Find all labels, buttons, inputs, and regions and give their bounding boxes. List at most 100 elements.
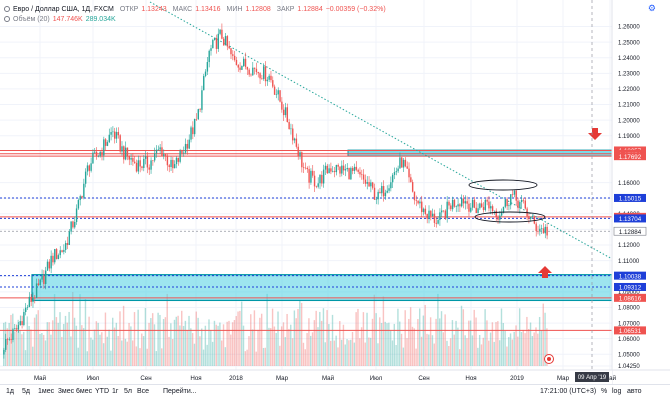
candle-body: [293, 138, 296, 141]
volume-bar: [95, 321, 98, 366]
candle-body: [157, 149, 160, 151]
pattern-ellipse-bottom: [474, 211, 546, 223]
time-tick-label: Июл: [87, 375, 100, 382]
volume-bar: [226, 321, 228, 366]
volume-bar: [52, 320, 54, 366]
volume-bar: [50, 334, 52, 366]
candle-body: [10, 339, 12, 341]
volume-bar: [41, 333, 43, 366]
candle-body: [319, 174, 321, 184]
price-tick-label: 1.16000: [618, 181, 640, 187]
event-flag-dot: [547, 357, 551, 361]
time-tick-label: Май: [604, 375, 617, 382]
volume-bar: [19, 330, 21, 366]
candle-body: [282, 109, 285, 116]
range-all-button[interactable]: Все: [137, 388, 150, 395]
range-1m-button[interactable]: 1мес: [38, 388, 55, 395]
candle-body: [143, 158, 145, 168]
volume-bar: [193, 343, 196, 366]
candle-body: [373, 187, 376, 200]
volume-bar: [230, 334, 232, 366]
volume-bar: [42, 334, 45, 366]
candle-body: [150, 160, 152, 170]
range-1d-button[interactable]: 1д: [6, 388, 14, 395]
volume-bar: [440, 311, 443, 366]
price-label-text: 1.17692: [619, 154, 642, 161]
price-chart[interactable]: 1.26000 1.25000 1.24000 1.23000 1.22000 1.210…: [0, 0, 670, 384]
volume-bar: [508, 337, 510, 366]
range-5y-button[interactable]: 5л: [124, 388, 132, 395]
volume-bar: [81, 325, 83, 366]
candle-body: [61, 250, 63, 252]
volume-bar: [37, 310, 39, 366]
volume-bar: [99, 334, 101, 366]
volume-bar: [208, 319, 210, 366]
candle-body: [197, 109, 199, 120]
candle-body: [70, 221, 72, 232]
candle-body: [344, 169, 347, 171]
range-ytd-button[interactable]: YTD: [95, 388, 109, 395]
volume-bar: [366, 312, 368, 366]
candle-body: [491, 206, 494, 212]
candle-body: [130, 157, 132, 160]
volume-bar: [72, 292, 74, 366]
legend-eye-icon[interactable]: [4, 6, 10, 12]
candle-body: [442, 210, 445, 212]
volume-bar: [284, 337, 286, 366]
volume-bar: [26, 316, 29, 366]
candle-body: [279, 90, 281, 102]
volume-bar: [104, 312, 107, 366]
clock-timezone[interactable]: 17:21:00 (UTC+3): [540, 388, 597, 395]
auto-toggle[interactable]: авто: [627, 388, 642, 395]
candle-body: [366, 182, 368, 184]
volume-bar: [117, 335, 119, 366]
volume-bar: [306, 333, 308, 366]
volume-bar: [368, 337, 370, 366]
volume-bar: [268, 327, 270, 366]
volume-eye-icon[interactable]: [4, 16, 10, 22]
candle-body: [34, 297, 36, 299]
volume-bar: [39, 334, 41, 366]
volume-bar: [13, 331, 16, 366]
candle-body: [161, 147, 163, 157]
volume-bar: [439, 318, 441, 366]
goto-date-button[interactable]: Перейти...: [163, 388, 197, 395]
volume-bar: [55, 317, 58, 366]
candle-body: [48, 261, 51, 269]
candle-body: [153, 153, 156, 161]
time-tick-label: Ноя: [465, 375, 476, 382]
candle-body: [390, 182, 392, 189]
range-3m-button[interactable]: 3мес: [58, 388, 75, 395]
volume-bar: [322, 308, 325, 366]
candle-body: [57, 255, 60, 260]
time-tick-label: Май: [34, 375, 47, 382]
volume-bar: [3, 322, 5, 366]
price-tick-label: 1.06000: [618, 337, 640, 343]
candle-body: [386, 190, 388, 193]
volume-bar: [488, 340, 490, 366]
close-value: 1.12884: [297, 5, 323, 13]
candle-body: [208, 50, 210, 63]
percent-toggle[interactable]: %: [601, 388, 608, 395]
candle-body: [117, 131, 120, 136]
candle-body: [164, 154, 167, 156]
candle-body: [264, 66, 267, 82]
volume-bar: [369, 337, 372, 366]
range-6m-button[interactable]: 6мес: [76, 388, 93, 395]
low-value: 1.12808: [245, 5, 271, 13]
volume-bar: [382, 296, 385, 366]
range-1y-button[interactable]: 1г: [112, 388, 119, 395]
candle-body: [106, 142, 109, 146]
volume-bar: [388, 322, 390, 366]
settings-gear-icon[interactable]: ⚙: [647, 3, 656, 13]
volume-bar: [191, 333, 194, 366]
price-tick-label: 1.24000: [618, 56, 640, 62]
range-5d-button[interactable]: 5д: [22, 388, 30, 395]
candle-body: [190, 127, 192, 140]
candle-body: [510, 194, 512, 206]
log-toggle[interactable]: log: [612, 388, 622, 395]
symbol-name: Евро / Доллар США, 1Д, FXCM: [13, 5, 114, 13]
volume-bar: [57, 322, 59, 366]
volume-bar: [320, 320, 323, 366]
price-tick-label: 1.26000: [618, 25, 640, 31]
